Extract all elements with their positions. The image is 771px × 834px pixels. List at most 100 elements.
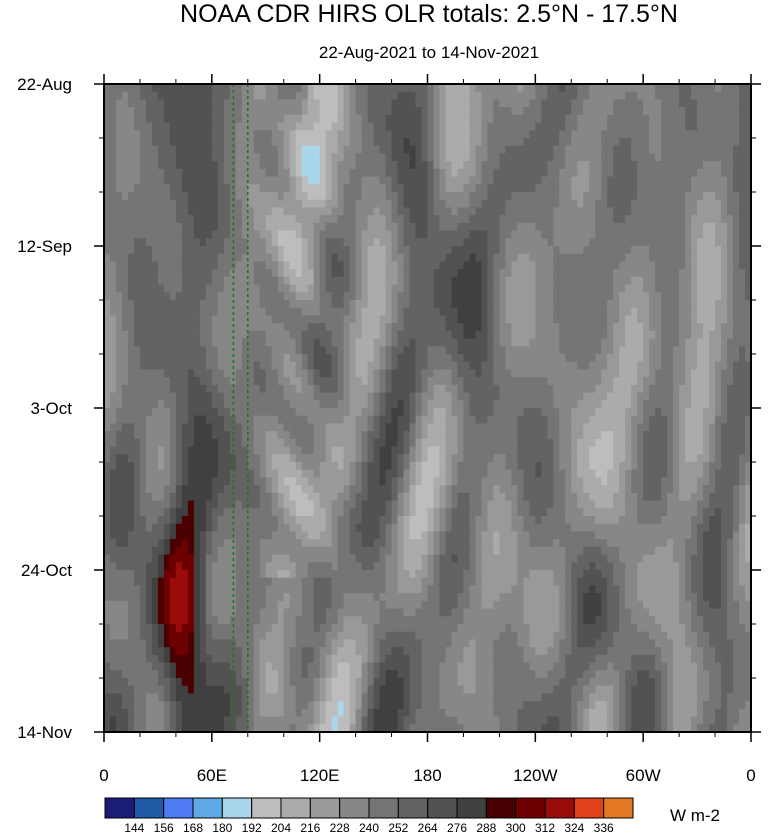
olr-cell — [163, 346, 171, 355]
olr-cell — [199, 269, 207, 278]
olr-cell — [709, 122, 716, 131]
olr-cell — [175, 400, 183, 409]
olr-cell — [391, 145, 399, 155]
olr-cell — [379, 300, 387, 309]
olr-cell — [157, 184, 165, 193]
olr-cell — [121, 161, 129, 170]
olr-cell — [439, 176, 447, 185]
olr-cell — [307, 246, 315, 255]
olr-cell — [583, 408, 590, 417]
olr-cell — [463, 354, 471, 363]
olr-cell — [553, 91, 560, 101]
olr-cell — [559, 330, 566, 340]
olr-cell — [589, 99, 596, 108]
olr-cell — [199, 261, 207, 270]
olr-cell — [577, 107, 584, 116]
olr-cell — [325, 246, 333, 255]
olr-cell — [505, 377, 512, 386]
olr-cell — [667, 207, 674, 216]
olr-cell — [571, 361, 578, 371]
olr-cell — [379, 346, 387, 355]
olr-cell — [325, 114, 333, 124]
olr-cell — [697, 215, 704, 224]
olr-cell — [433, 161, 441, 170]
olr-cell — [583, 84, 590, 93]
olr-cell — [643, 323, 650, 332]
olr-cell — [367, 408, 375, 417]
olr-cell — [199, 276, 207, 286]
olr-cell — [199, 284, 207, 293]
olr-cell — [289, 138, 297, 147]
olr-cell — [253, 384, 261, 394]
olr-cell — [301, 130, 309, 139]
olr-cell — [241, 215, 249, 224]
olr-cell — [397, 145, 405, 155]
olr-cell — [385, 84, 393, 93]
olr-cell — [445, 315, 453, 324]
olr-cell — [697, 392, 704, 401]
olr-cell — [391, 122, 399, 131]
olr-cell — [511, 354, 518, 363]
olr-cell — [104, 400, 111, 409]
olr-cell — [307, 415, 315, 425]
olr-cell — [511, 91, 518, 101]
olr-cell — [715, 315, 722, 324]
olr-cell — [601, 130, 608, 139]
olr-cell — [331, 354, 339, 363]
olr-cell — [451, 153, 459, 162]
olr-cell — [373, 199, 381, 209]
olr-cell — [583, 253, 590, 263]
olr-cell — [271, 354, 279, 363]
olr-cell — [709, 230, 716, 239]
olr-cell — [571, 354, 578, 363]
olr-cell — [391, 361, 399, 371]
olr-cell — [595, 369, 602, 378]
olr-cell — [559, 184, 566, 193]
olr-cell — [127, 354, 135, 363]
olr-cell — [391, 246, 399, 255]
olr-cell — [637, 323, 644, 332]
olr-cell — [397, 377, 405, 386]
olr-cell — [151, 207, 159, 216]
olr-cell — [289, 207, 297, 216]
olr-cell — [577, 153, 584, 162]
olr-cell — [205, 114, 213, 124]
olr-cell — [271, 107, 279, 116]
olr-cell — [421, 269, 429, 278]
olr-cell — [487, 168, 494, 178]
olr-cell — [745, 84, 751, 93]
olr-cell — [181, 253, 189, 263]
olr-cell — [493, 138, 500, 147]
olr-cell — [655, 361, 662, 371]
olr-cell — [625, 145, 632, 155]
olr-cell — [529, 361, 536, 371]
olr-cell — [391, 230, 399, 239]
olr-cell — [223, 392, 231, 401]
olr-cell — [547, 330, 554, 340]
olr-cell — [373, 230, 381, 239]
olr-cell — [733, 199, 740, 209]
olr-cell — [481, 114, 489, 124]
olr-cell — [181, 315, 189, 324]
olr-cell — [679, 415, 686, 425]
olr-cell — [253, 438, 261, 448]
olr-cell — [217, 438, 225, 448]
olr-cell — [415, 230, 423, 239]
olr-cell — [625, 269, 632, 278]
olr-cell — [217, 84, 225, 93]
olr-cell — [325, 269, 333, 278]
olr-cell — [217, 415, 225, 425]
olr-cell — [673, 377, 680, 386]
olr-cell — [289, 346, 297, 355]
olr-cell — [733, 145, 740, 155]
olr-cell — [469, 91, 477, 101]
olr-cell — [307, 346, 315, 355]
olr-cell — [277, 261, 285, 270]
olr-cell — [739, 99, 746, 108]
olr-cell — [541, 384, 548, 394]
olr-cell — [667, 415, 674, 425]
olr-cell — [667, 346, 674, 355]
olr-cell — [481, 315, 489, 324]
olr-cell — [313, 192, 321, 201]
olr-cell — [523, 261, 530, 270]
